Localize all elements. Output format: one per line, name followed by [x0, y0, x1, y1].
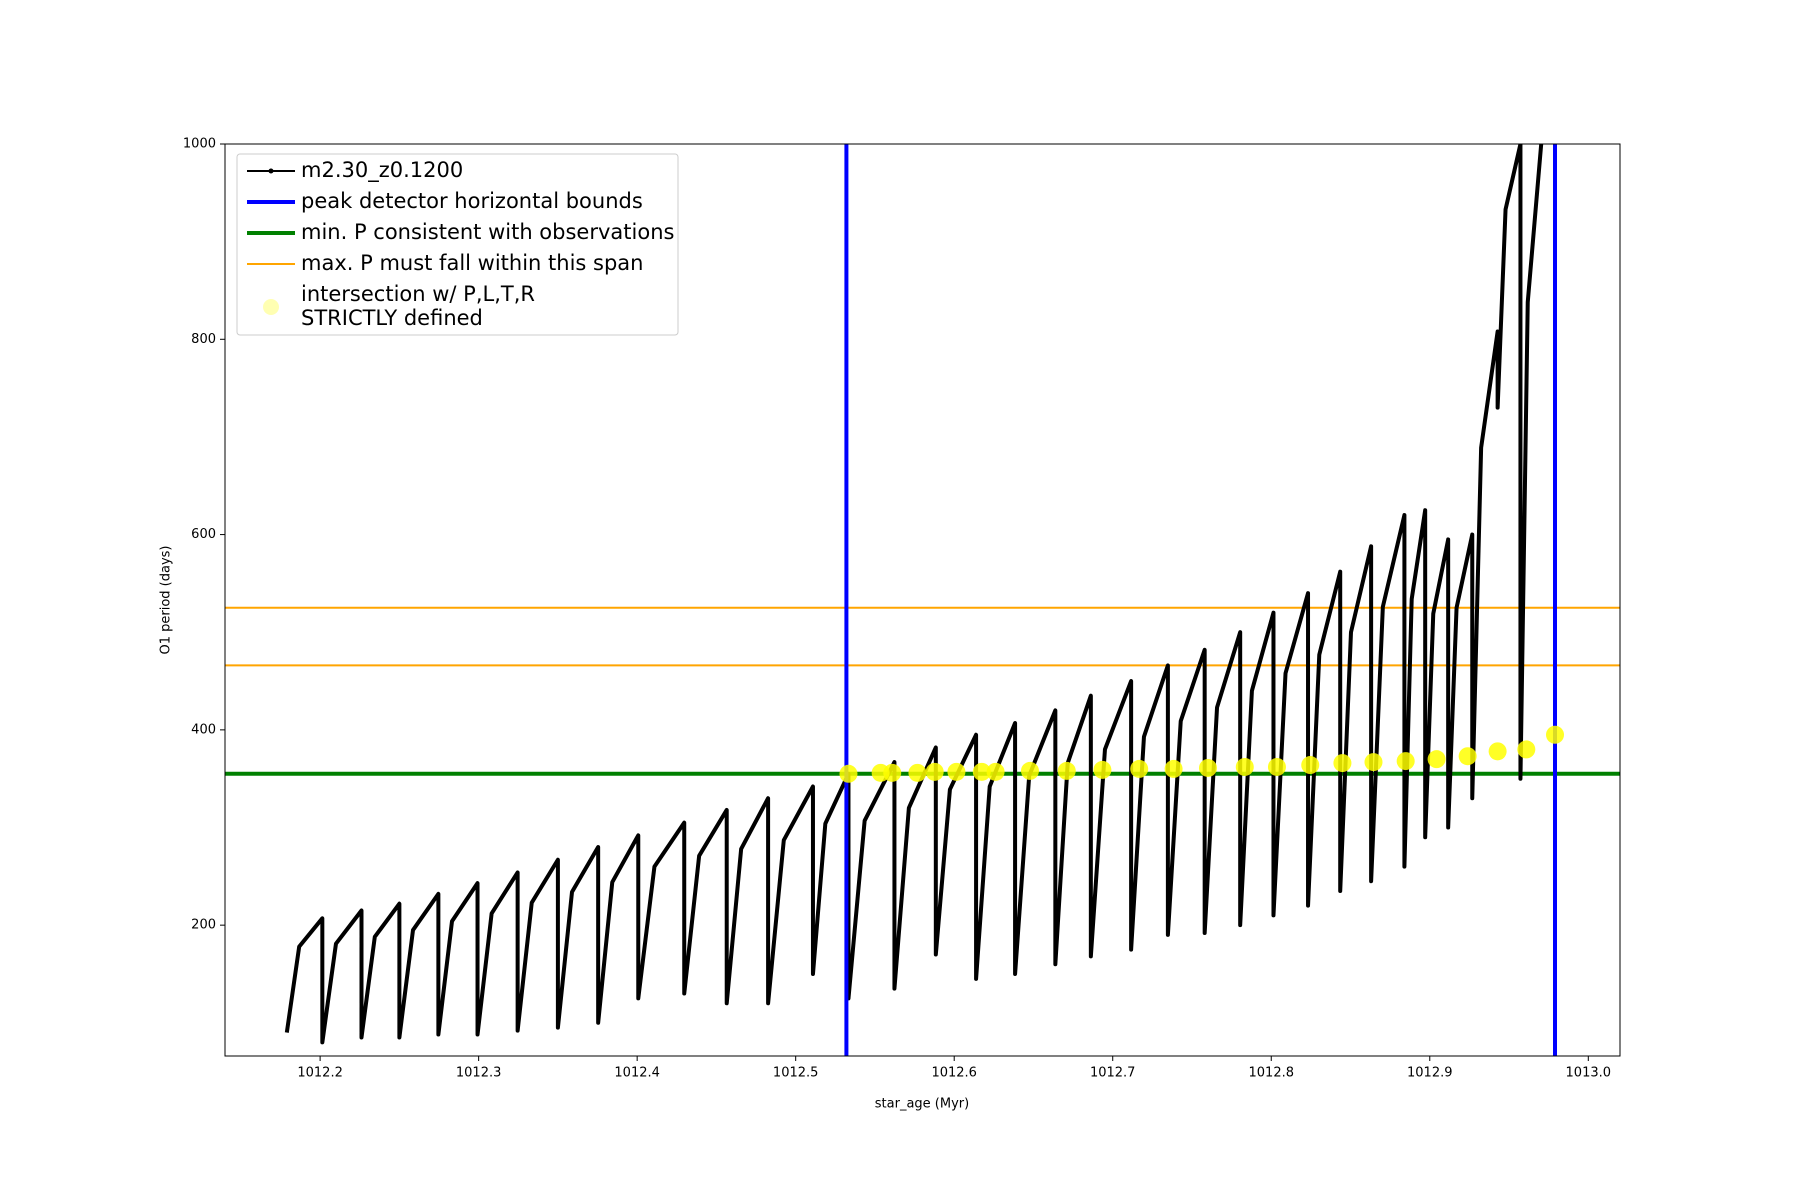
legend-label: STRICTLY defined [301, 306, 483, 330]
y-tick-label: 400 [191, 722, 216, 737]
intersection-point [883, 763, 902, 782]
legend-label: m2.30_z0.1200 [301, 158, 463, 183]
legend-marker [268, 168, 274, 174]
x-axis-label: star_age (Myr) [875, 1097, 969, 1112]
intersection-point [1517, 740, 1536, 759]
legend-label: min. P consistent with observations [301, 220, 674, 244]
intersection-point [1093, 760, 1112, 779]
y-tick-label: 1000 [183, 137, 216, 152]
intersection-point [908, 763, 927, 782]
plot-frame [224, 143, 1621, 1057]
intersection-point [1057, 761, 1076, 780]
legend-label: peak detector horizontal bounds [301, 189, 643, 213]
legend-label: max. P must fall within this span [301, 251, 643, 275]
x-tick-label: 1012.7 [1090, 1066, 1136, 1081]
intersection-point [1164, 759, 1183, 778]
intersection-point [1333, 754, 1352, 773]
y-axis-label: O1 period (days) [159, 545, 174, 654]
intersection-point [1235, 757, 1254, 776]
intersection-point [1198, 758, 1217, 777]
plot-area [225, 144, 1620, 1056]
intersection-point [986, 762, 1005, 781]
intersection-point [947, 762, 966, 781]
legend-label: intersection w/ P,L,T,R [301, 282, 535, 306]
intersection-point [1020, 761, 1039, 780]
x-tick-label: 1012.6 [931, 1066, 977, 1081]
intersection-point [1267, 757, 1286, 776]
intersection-point [1301, 756, 1320, 775]
intersection-point [1130, 759, 1149, 778]
legend-box [236, 153, 679, 336]
series-line [284, 144, 1544, 1045]
x-tick-label: 1012.9 [1407, 1066, 1453, 1081]
intersection-point [1458, 747, 1477, 766]
y-tick-label: 200 [191, 918, 216, 933]
x-tick-label: 1012.5 [773, 1066, 819, 1081]
legend-marker [263, 299, 279, 315]
x-tick-label: 1013.0 [1566, 1066, 1612, 1081]
x-tick-label: 1012.2 [297, 1066, 343, 1081]
intersection-point [1488, 742, 1507, 761]
y-tick-label: 800 [191, 332, 216, 347]
intersection-point [1546, 725, 1565, 744]
x-tick-label: 1012.8 [1249, 1066, 1295, 1081]
intersection-point [1364, 753, 1383, 772]
x-tick-label: 1012.3 [456, 1066, 502, 1081]
x-tick-label: 1012.4 [614, 1066, 660, 1081]
intersection-point [1396, 752, 1415, 771]
intersection-point [1427, 750, 1446, 769]
intersection-point [972, 762, 991, 781]
intersection-point [839, 764, 858, 783]
intersection-point [925, 762, 944, 781]
y-tick-label: 600 [191, 527, 216, 542]
